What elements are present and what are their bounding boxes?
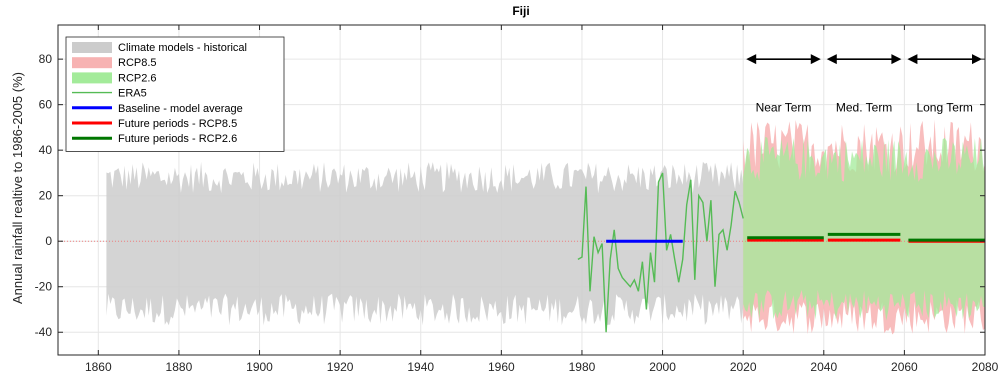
x-tick-label: 2060 (891, 360, 918, 374)
period-arrow-head-left (746, 54, 757, 65)
x-tick-label: 2000 (649, 360, 676, 374)
period-arrow-head-right (810, 54, 821, 65)
legend-swatch (72, 57, 112, 69)
y-tick-label: 40 (39, 143, 53, 157)
legend-label: ERA5 (118, 88, 147, 100)
legend-label: Climate models - historical (118, 42, 247, 54)
y-tick-label: -40 (35, 325, 53, 339)
legend-box (65, 36, 285, 152)
y-axis-label: Annual rainfall realtive to 1986-2005 (%… (10, 72, 25, 304)
x-tick-label: 1900 (246, 360, 273, 374)
x-tick-label: 1940 (407, 360, 434, 374)
y-tick-label: 60 (39, 98, 53, 112)
period-arrow-head-right (972, 54, 982, 65)
legend-swatch (72, 72, 112, 84)
y-tick-label: 20 (39, 189, 53, 203)
period-label: Med. Term (836, 100, 892, 114)
legend-label: Future periods - RCP8.5 (118, 118, 237, 130)
legend: Climate models - historical RCP8.5 RCP2.6 E… (65, 36, 285, 152)
period-label: Near Term (756, 100, 812, 114)
era5-line (577, 172, 744, 333)
chart-title: Fiji (512, 4, 529, 18)
y-tick-label: 0 (45, 234, 52, 248)
historical-range-area (106, 161, 744, 326)
x-tick-label: 2020 (730, 360, 757, 374)
x-tick-label: 2040 (810, 360, 837, 374)
legend-label: RCP8.5 (118, 57, 157, 69)
legend-label: Baseline - model average (118, 103, 243, 115)
plot-frame (57, 24, 986, 356)
legend-swatch (72, 42, 112, 53)
period-arrow-head-left (907, 54, 918, 65)
period-label: Long Term (916, 100, 972, 114)
x-tick-label: 1860 (85, 360, 112, 374)
x-tick-label: 2080 (972, 360, 999, 374)
y-tick-label: 80 (39, 52, 53, 66)
period-arrow-head-left (826, 54, 837, 65)
plot-area: Near Term Med. Term Long Term 1860 1880 1900 1… (35, 24, 999, 374)
x-tick-label: 1980 (569, 360, 596, 374)
y-tick-label: -20 (35, 280, 53, 294)
x-tick-label: 1960 (488, 360, 515, 374)
legend-label: RCP2.6 (118, 72, 157, 84)
rcp26-range-area (743, 136, 985, 321)
period-arrow-head-right (891, 54, 902, 65)
x-tick-label: 1920 (327, 360, 354, 374)
x-tick-label: 1880 (166, 360, 193, 374)
legend-label: Future periods - RCP2.6 (118, 133, 237, 145)
